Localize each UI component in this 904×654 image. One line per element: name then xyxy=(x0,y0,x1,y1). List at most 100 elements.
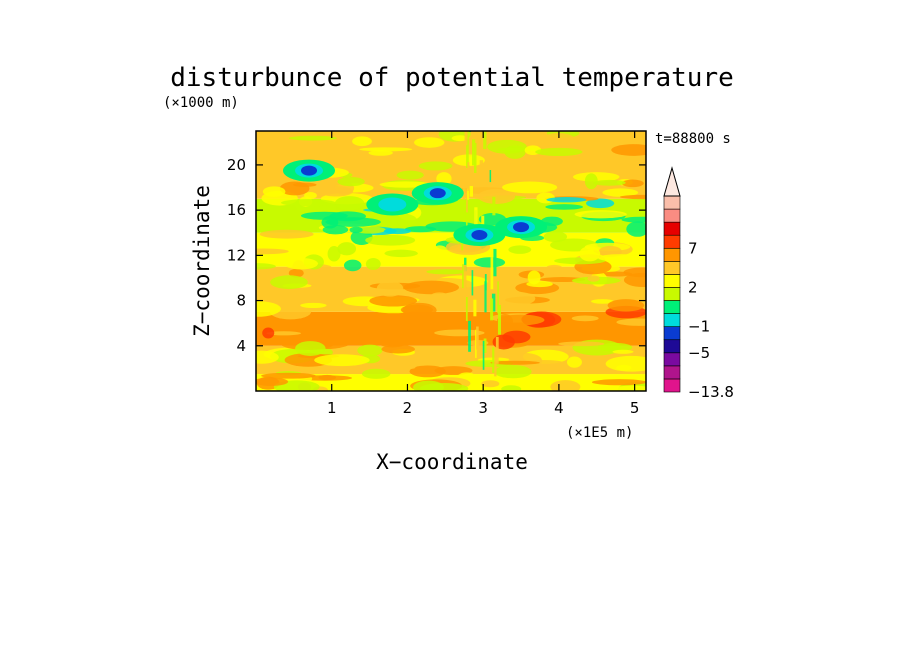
field-patch xyxy=(256,350,279,364)
feature-core xyxy=(301,165,318,176)
field-patch xyxy=(266,331,301,336)
field-patch xyxy=(371,212,417,228)
field-patch xyxy=(494,365,532,379)
field-streak xyxy=(492,347,495,373)
field-streak xyxy=(467,96,470,123)
field-patch xyxy=(605,355,646,372)
feature-core xyxy=(513,222,530,233)
field-patch xyxy=(409,365,446,378)
field-streak xyxy=(461,170,464,180)
field-patch xyxy=(436,172,452,186)
field-streak xyxy=(473,299,477,317)
field-streak xyxy=(469,186,474,197)
field-patch xyxy=(378,361,399,367)
field-patch xyxy=(270,275,308,290)
field-patch xyxy=(256,377,289,386)
field-streak xyxy=(465,297,468,321)
field-patch xyxy=(361,368,391,379)
field-patch xyxy=(602,188,639,197)
field-patch xyxy=(490,360,540,365)
field-patch xyxy=(508,245,532,254)
field-patch xyxy=(523,383,541,391)
field-streak xyxy=(491,293,496,312)
field-streak xyxy=(482,340,485,370)
field-patch xyxy=(256,263,276,270)
field-patch xyxy=(626,221,646,237)
x-tick-label: 4 xyxy=(554,399,564,417)
field-patch xyxy=(337,242,357,256)
colorbar-swatch xyxy=(663,378,681,393)
field-patch xyxy=(399,356,440,366)
field-patch xyxy=(496,314,545,326)
chart-title: disturbunce of potential temperature xyxy=(170,63,734,93)
field-patch xyxy=(300,320,324,336)
colorbar-swatch xyxy=(663,261,681,275)
y-tick-label: 8 xyxy=(236,292,246,310)
field-patch xyxy=(546,264,562,271)
field-patch xyxy=(288,268,304,278)
field-patch xyxy=(288,135,337,141)
field-streak xyxy=(488,99,490,130)
field-streak xyxy=(475,329,477,358)
field-patch xyxy=(477,188,516,205)
field-patch xyxy=(260,319,296,330)
field-patch xyxy=(256,300,281,317)
field-patch xyxy=(545,204,584,210)
colorbar-swatch xyxy=(663,365,681,380)
field-patch xyxy=(611,144,646,156)
field-streak xyxy=(462,264,465,289)
field-streak xyxy=(468,320,471,352)
field-streak xyxy=(474,207,478,230)
field-streak xyxy=(472,139,476,166)
colorbar-label: −5 xyxy=(688,344,710,362)
field-patch xyxy=(498,291,536,306)
field-patch xyxy=(614,385,646,391)
field-streak xyxy=(464,257,467,272)
field-patch xyxy=(519,136,546,145)
field-patch xyxy=(300,211,348,220)
field-patch xyxy=(325,217,381,227)
field-patch xyxy=(381,344,415,354)
x-unit-label: (×1E5 m) xyxy=(566,425,633,441)
field-streak xyxy=(463,264,467,294)
colorbar-swatch xyxy=(663,287,681,301)
field-streak xyxy=(476,326,479,350)
field-patch xyxy=(334,196,365,211)
field-patch xyxy=(591,299,614,304)
field-patch xyxy=(321,216,339,229)
field-patch xyxy=(612,349,634,354)
y-unit-label: (×1000 m) xyxy=(163,95,239,111)
field-patch xyxy=(502,181,558,194)
field-patch xyxy=(256,259,286,264)
x-axis-label: X−coordinate xyxy=(376,450,528,474)
field-patch xyxy=(365,257,381,270)
field-patch xyxy=(431,245,448,259)
field-patch xyxy=(393,365,416,370)
field-patch xyxy=(295,341,326,356)
field-patch xyxy=(332,315,384,325)
field-patch xyxy=(413,380,444,391)
x-tick-label: 3 xyxy=(478,399,488,417)
x-tick-label: 1 xyxy=(327,399,337,417)
field-patch xyxy=(281,199,336,207)
field-streak xyxy=(483,338,487,353)
y-axis-label: Z−coordinate xyxy=(190,185,214,337)
field-patch xyxy=(314,354,370,367)
colorbar-swatch xyxy=(663,208,681,223)
colorbar-label: −13.8 xyxy=(688,383,734,401)
colorbar: −13.8 −5 −1 2 7 xyxy=(663,166,734,401)
field-streak xyxy=(495,336,499,364)
colorbar-swatch xyxy=(663,339,681,354)
feature-ring xyxy=(378,197,407,212)
field-streak xyxy=(469,156,473,166)
field-streak xyxy=(497,304,502,335)
field-patch xyxy=(384,249,418,258)
field-patch xyxy=(541,133,575,146)
feature-core xyxy=(429,188,446,199)
field-patch xyxy=(256,248,289,255)
field-patch xyxy=(543,231,568,243)
time-label: t=88800 s xyxy=(655,131,731,147)
colorbar-swatch xyxy=(663,234,681,249)
colorbar-swatch xyxy=(663,313,681,327)
